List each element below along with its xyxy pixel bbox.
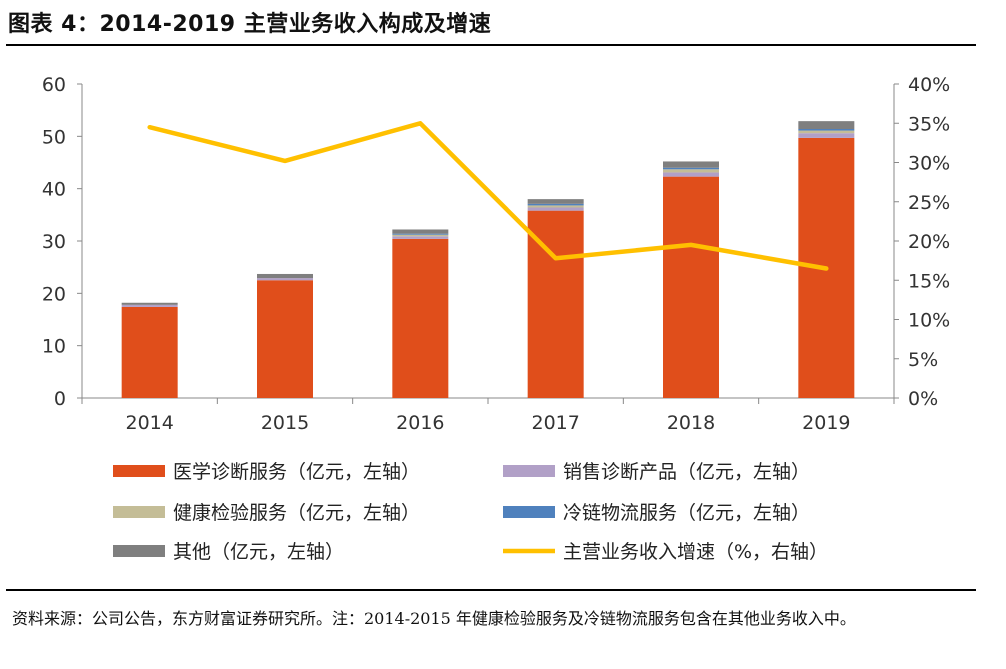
- bar-segment: [663, 161, 719, 168]
- axes: 0 10 20 30 40 50 60 0% 5% 10% 15% 20% 25% 30% 35% 40% 20…: [42, 74, 950, 434]
- bar-segment: [257, 278, 313, 281]
- x-tick-label: 2017: [531, 412, 579, 434]
- bar-segment: [798, 130, 855, 134]
- x-tick-label: 2015: [261, 412, 309, 434]
- legend-swatch: [503, 465, 555, 477]
- bar-segment: [798, 121, 855, 130]
- bar-segment: [527, 203, 584, 206]
- bar-segment: [798, 133, 855, 138]
- right-tick-label: 10%: [908, 310, 950, 332]
- left-tick-label: 40: [42, 179, 66, 201]
- legend-label: 冷链物流服务（亿元，左轴）: [563, 502, 810, 524]
- right-tick-label: 0%: [908, 388, 938, 410]
- legend-label: 其他（亿元，左轴）: [173, 541, 344, 563]
- x-tick-label: 2014: [125, 412, 173, 434]
- bar-segment: [527, 205, 584, 208]
- bar-segment: [121, 302, 178, 305]
- left-tick-label: 10: [42, 336, 66, 358]
- bar-segment: [121, 304, 178, 307]
- bar-segment: [663, 167, 719, 170]
- bar-segment: [121, 306, 178, 398]
- legend-label: 健康检验服务（亿元，左轴）: [173, 502, 420, 524]
- bar-segment: [392, 234, 449, 237]
- bar-segment: [392, 236, 449, 239]
- x-tick-label: 2016: [396, 412, 444, 434]
- right-tick-label: 25%: [908, 192, 950, 214]
- bar-segment: [392, 233, 449, 235]
- chart-title: 图表 4：2014-2019 主营业务收入构成及增速: [8, 12, 492, 37]
- bar-segment: [392, 229, 449, 234]
- legend-swatch: [113, 465, 165, 477]
- growth-line: [147, 121, 829, 271]
- right-tick-label: 20%: [908, 231, 950, 253]
- source-rule: [6, 589, 976, 591]
- growth-line-path: [147, 121, 829, 271]
- left-tick-label: 0: [54, 388, 66, 410]
- source-note: 资料来源：公司公告，东方财富证券研究所。注：2014-2015 年健康检验服务及…: [12, 609, 856, 628]
- legend: 医学诊断服务（亿元，左轴） 销售诊断产品（亿元，左轴） 健康检验服务（亿元，左轴） 冷…: [113, 461, 828, 563]
- left-tick-label: 20: [42, 283, 66, 305]
- legend-swatch: [503, 506, 555, 518]
- bar-segment: [663, 172, 719, 177]
- bar-segment: [527, 207, 584, 211]
- bar-segment: [527, 199, 584, 204]
- legend-label: 主营业务收入增速（%，右轴）: [563, 541, 828, 563]
- legend-label: 医学诊断服务（亿元，左轴）: [173, 461, 420, 483]
- bar-segment: [392, 238, 449, 398]
- right-tick-label: 30%: [908, 153, 950, 175]
- bar-segment: [663, 176, 719, 398]
- bar-segment: [257, 280, 313, 398]
- x-tick-label: 2019: [802, 412, 850, 434]
- left-tick-label: 50: [42, 126, 66, 148]
- legend-label: 销售诊断产品（亿元，左轴）: [563, 461, 810, 483]
- chart: 0 10 20 30 40 50 60 0% 5% 10% 15% 20% 25% 30% 35% 40% 20…: [42, 74, 950, 563]
- right-tick-label: 40%: [908, 74, 950, 96]
- left-tick-label: 30: [42, 231, 66, 253]
- legend-swatch: [113, 506, 165, 518]
- right-tick-label: 15%: [908, 270, 950, 292]
- title-rule: [6, 44, 976, 46]
- right-tick-label: 5%: [908, 349, 938, 371]
- bar-segment: [257, 273, 313, 279]
- legend-swatch: [113, 545, 165, 557]
- left-tick-label: 60: [42, 74, 66, 96]
- bar-segment: [663, 169, 719, 173]
- bar-segment: [798, 129, 855, 131]
- right-tick-label: 35%: [908, 113, 950, 135]
- bars: [121, 121, 855, 399]
- x-tick-label: 2018: [667, 412, 715, 434]
